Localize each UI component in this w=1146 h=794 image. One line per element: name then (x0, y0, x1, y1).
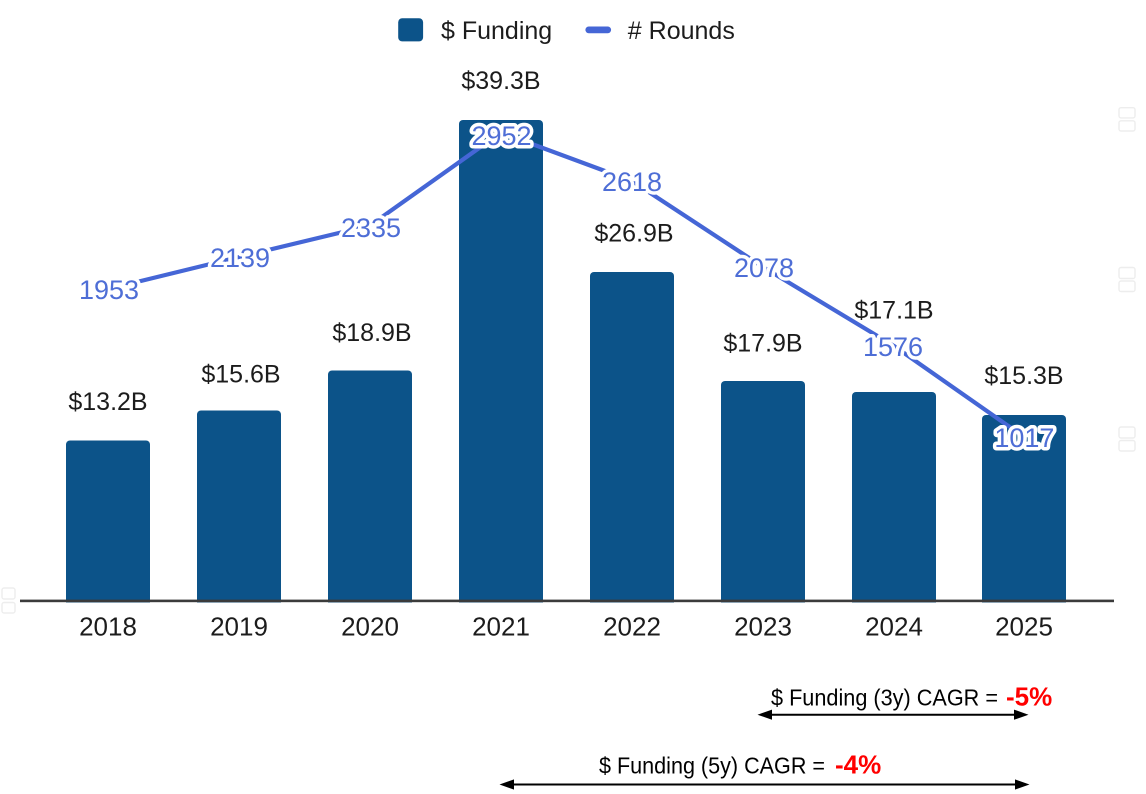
svg-text:2078: 2078 (734, 253, 794, 283)
svg-text:-5%: -5% (1006, 682, 1052, 712)
svg-text:$ Funding: $ Funding (441, 17, 552, 45)
svg-text:$15.3B: $15.3B (984, 362, 1063, 390)
svg-text:$17.9B: $17.9B (723, 329, 802, 357)
svg-text:$ Funding (3y) CAGR =: $ Funding (3y) CAGR = (771, 685, 998, 711)
svg-text:1576: 1576 (863, 332, 923, 362)
svg-text:2018: 2018 (79, 611, 137, 641)
svg-text:2024: 2024 (865, 611, 923, 641)
svg-text:-4%: -4% (835, 750, 881, 780)
svg-text:$39.3B: $39.3B (461, 67, 540, 95)
svg-text:2139: 2139 (210, 243, 270, 273)
svg-text:2952: 2952 (471, 121, 531, 151)
svg-text:$13.2B: $13.2B (68, 388, 147, 416)
svg-text:2335: 2335 (341, 213, 401, 243)
svg-text:1017: 1017 (994, 423, 1054, 453)
svg-text:2023: 2023 (734, 611, 792, 641)
svg-text:1953: 1953 (79, 275, 139, 305)
svg-text:2022: 2022 (603, 611, 661, 641)
svg-text:2618: 2618 (602, 167, 662, 197)
svg-text:$ Funding (5y) CAGR =: $ Funding (5y) CAGR = (599, 753, 825, 779)
svg-text:$18.9B: $18.9B (332, 319, 411, 347)
svg-text:# Rounds: # Rounds (628, 17, 735, 45)
svg-text:2025: 2025 (995, 611, 1053, 641)
svg-text:2021: 2021 (472, 611, 530, 641)
svg-text:$15.6B: $15.6B (201, 360, 280, 388)
svg-text:$26.9B: $26.9B (594, 220, 673, 248)
svg-text:2020: 2020 (341, 611, 399, 641)
svg-text:$17.1B: $17.1B (854, 297, 933, 325)
svg-text:2019: 2019 (210, 611, 268, 641)
